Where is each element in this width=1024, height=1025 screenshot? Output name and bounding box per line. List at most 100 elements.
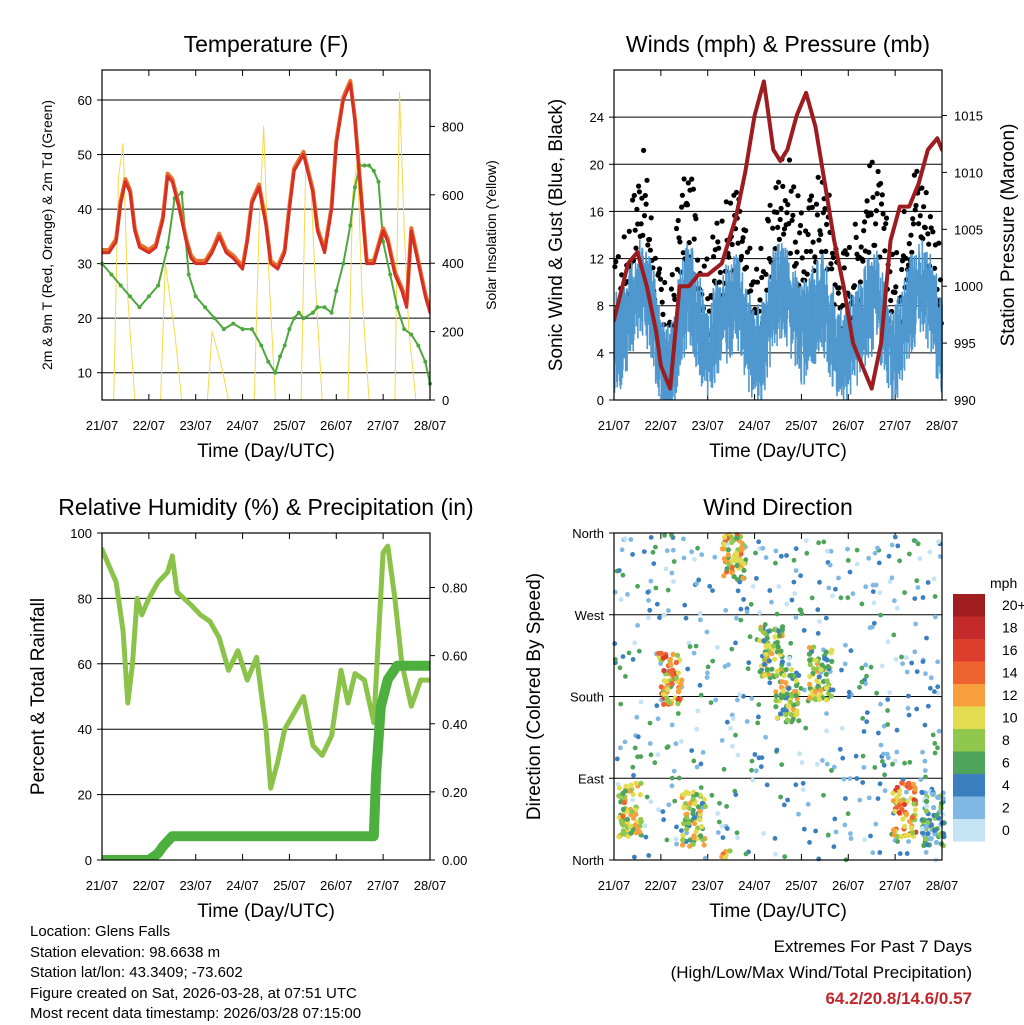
x-tick-label: 23/07 [179,878,212,893]
gust-point [815,174,821,180]
gust-point [883,221,889,227]
gust-point [781,226,788,232]
direction-point [655,716,661,722]
direction-cluster-point [628,782,634,788]
panel-3-title: Wind Direction [703,494,853,520]
direction-point [662,533,667,538]
gust-point [776,236,783,242]
direction-point [878,701,883,707]
direction-cluster-point [729,558,735,564]
direction-point [925,703,931,709]
direction-point [824,761,830,767]
direction-cluster-point [658,684,664,690]
direction-point [787,656,792,661]
direction-cluster-point [692,814,698,821]
direction-cluster-point [807,657,813,663]
panel-0-xlabel: Time (Day/UTC) [197,441,335,462]
gust-point [646,236,653,243]
gust-point [869,159,875,165]
gust-point [927,214,934,220]
gust-point [738,253,745,259]
x-tick-label: 21/07 [598,878,631,893]
gust-point [846,244,853,250]
gust-point [691,236,697,242]
gust-point [705,296,711,302]
direction-point [804,538,809,543]
direction-point [870,589,876,594]
colorbar-swatch [953,796,985,819]
direction-cluster-point [679,842,686,848]
direction-point [745,666,751,672]
direction-point [833,829,839,835]
direction-point [797,751,802,756]
colorbar-label: 16 [1002,642,1018,658]
direction-point [923,850,929,855]
direction-point [730,743,735,749]
direction-point [843,642,848,648]
direction-point [836,575,841,581]
gust-point [679,204,685,210]
gust-point [681,176,687,182]
direction-cluster-point [773,689,779,695]
colorbar-label: 12 [1002,687,1018,703]
direction-cluster-point [773,698,779,704]
temp-2m-line [102,82,430,315]
direction-point [756,714,761,720]
gust-point [840,302,846,309]
direction-point [614,756,620,762]
direction-cluster-point [894,784,900,790]
direction-cluster-point [622,788,628,794]
direction-point [902,590,907,595]
direction-point [747,634,753,640]
direction-point [619,547,625,553]
x-tick-label: 23/07 [691,878,724,893]
rh-y-tick-label: 40 [78,722,92,737]
direction-cluster-point [908,825,915,831]
direction-point [885,755,891,761]
direction-point [870,850,876,856]
gust-point [716,245,722,251]
direction-cluster-point [911,801,917,807]
direction-point [912,596,918,601]
gust-point [883,215,890,221]
direction-point [903,655,909,660]
direction-point [863,662,869,668]
gust-point [880,211,886,217]
gust-point [853,234,859,240]
gust-point [866,249,872,255]
direction-point [902,760,907,766]
panel-border [613,532,943,861]
direction-point [728,725,733,731]
direction-cluster-point [793,693,799,699]
direction-point [932,750,938,756]
direction-cluster-point [903,832,910,839]
gust-point [701,263,707,269]
direction-point [689,748,695,753]
gust-point [686,240,692,246]
direction-point [904,669,910,675]
direction-cluster-point [901,801,908,808]
gust-point [894,250,900,256]
direction-point [876,560,882,566]
gust-point [767,202,773,208]
direction-cluster-point [665,686,671,692]
direction-point [885,697,891,702]
direction-point [798,573,803,579]
direction-point [665,744,671,749]
direction-cluster-point [898,798,904,804]
gust-point [901,208,907,215]
pressure-ylabel: Station Pressure (Maroon) [998,124,1019,347]
direction-point [869,624,875,630]
wind-y-tick-label: 20 [590,157,604,172]
direction-point [720,835,726,840]
direction-point [717,800,722,806]
direction-point [612,641,618,646]
direction-cluster-point [931,804,937,811]
direction-cluster-point [795,700,801,706]
panel-border [101,532,431,861]
x-tick-label: 21/07 [86,878,119,893]
direction-point [799,611,805,617]
direction-point [936,539,941,545]
direction-point [733,792,739,798]
direction-point [793,568,799,573]
